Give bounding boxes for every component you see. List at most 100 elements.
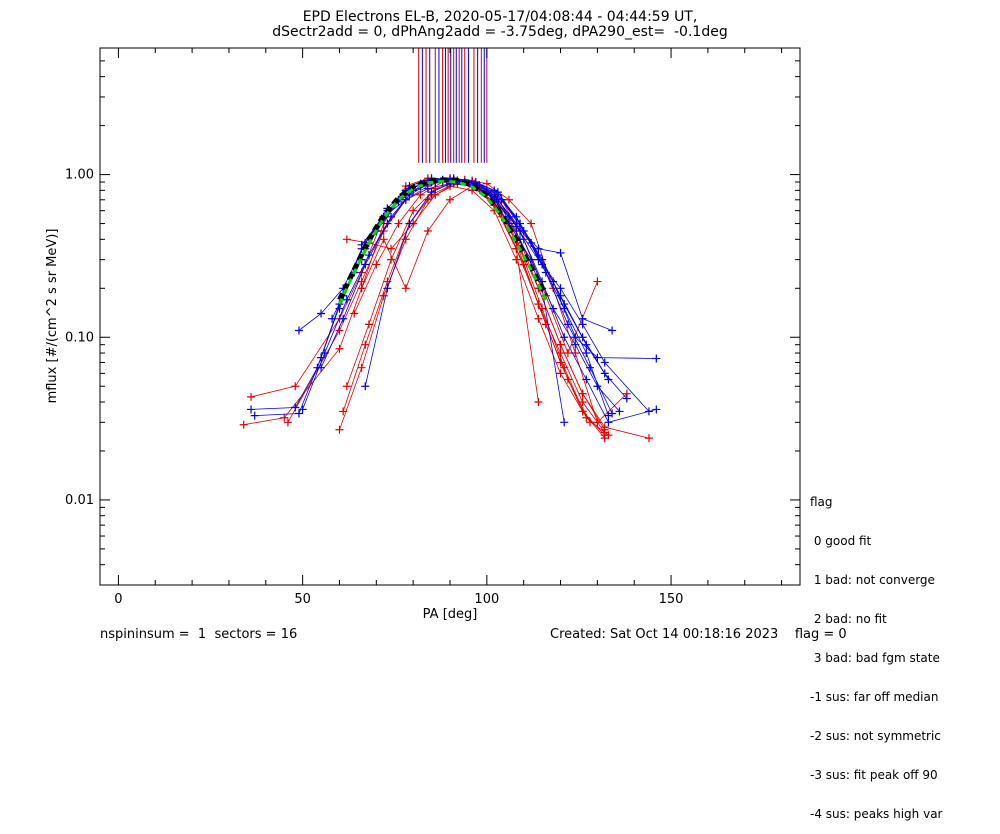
y-axis-label: mflux [#/(cm^2 s sr MeV)] bbox=[45, 229, 60, 404]
blue-data-point bbox=[615, 407, 624, 416]
red-data-point bbox=[357, 284, 366, 293]
blue-data-point bbox=[475, 181, 484, 190]
blue-data-point bbox=[608, 326, 617, 335]
blue-data-point bbox=[291, 403, 300, 412]
red-series-line bbox=[251, 181, 606, 433]
blue-data-point bbox=[571, 333, 580, 342]
red-data-point bbox=[556, 369, 565, 378]
blue-data-point bbox=[604, 375, 613, 384]
y-tick-label: 0.01 bbox=[65, 493, 94, 508]
red-data-point bbox=[563, 375, 572, 384]
red-data-point bbox=[283, 418, 292, 427]
red-data-point bbox=[556, 349, 565, 358]
red-data-point bbox=[527, 219, 536, 228]
blue-data-point bbox=[582, 349, 591, 358]
blue-data-point bbox=[335, 304, 344, 313]
footer-created-info: Created: Sat Oct 14 00:18:16 2023 flag =… bbox=[550, 627, 847, 642]
blue-data-point bbox=[317, 363, 326, 372]
blue-data-point bbox=[383, 284, 392, 293]
red-data-point bbox=[600, 425, 609, 434]
blue-series-line bbox=[331, 179, 620, 412]
red-series-line bbox=[346, 183, 598, 355]
blue-data-point bbox=[600, 358, 609, 367]
red-data-point bbox=[519, 260, 528, 269]
red-data-point bbox=[534, 397, 543, 406]
blue-data-point bbox=[339, 314, 348, 323]
red-data-point bbox=[342, 235, 351, 244]
blue-data-point bbox=[423, 184, 432, 193]
blue-series-line bbox=[298, 177, 609, 416]
blue-data-point bbox=[427, 188, 436, 197]
red-data-point bbox=[239, 420, 248, 429]
red-data-point bbox=[538, 304, 547, 313]
x-tick-label: 0 bbox=[114, 592, 122, 607]
red-data-point bbox=[644, 434, 653, 443]
footer-spin-info: nspininsum = 1 sectors = 16 bbox=[100, 627, 298, 642]
red-data-point bbox=[357, 363, 366, 372]
red-data-point bbox=[401, 284, 410, 293]
red-data-point bbox=[350, 309, 359, 318]
red-data-point bbox=[394, 219, 403, 228]
blue-data-point bbox=[361, 260, 370, 269]
blue-data-point bbox=[383, 219, 392, 228]
blue-data-point bbox=[593, 353, 602, 362]
red-data-point bbox=[291, 382, 300, 391]
y-tick-label: 1.00 bbox=[65, 168, 94, 183]
blue-data-point bbox=[556, 248, 565, 257]
chart-plot: 0 50 100 150 0.01 0.10 1.00 PA [deg] mflux [#/… bbox=[45, 47, 801, 622]
red-data-point bbox=[361, 340, 370, 349]
blue-data-point bbox=[622, 394, 631, 403]
blue-data-point bbox=[247, 405, 256, 414]
blue-data-point bbox=[328, 314, 337, 323]
red-data-point bbox=[504, 195, 513, 204]
legend-item: 3 bad: bad fgm state bbox=[810, 651, 940, 665]
chart-title-line1: EPD Electrons EL-B, 2020-05-17/04:08:44 … bbox=[302, 9, 698, 25]
blue-data-point bbox=[405, 219, 414, 228]
x-tick-label: 100 bbox=[474, 592, 499, 607]
red-data-point bbox=[446, 195, 454, 204]
red-data-point bbox=[379, 235, 388, 244]
blue-data-point bbox=[250, 411, 259, 420]
blue-data-point bbox=[582, 375, 591, 384]
blue-data-point bbox=[556, 284, 565, 293]
x-tick-label: 150 bbox=[659, 592, 684, 607]
black-fit-curve bbox=[337, 177, 549, 301]
blue-data-point bbox=[294, 409, 303, 418]
red-data-point bbox=[556, 358, 565, 367]
red-data-point bbox=[335, 344, 344, 353]
blue-data-point bbox=[516, 227, 524, 236]
red-data-point bbox=[342, 382, 351, 391]
x-tick-label: 50 bbox=[294, 592, 311, 607]
red-data-point bbox=[534, 314, 543, 323]
red-data-point bbox=[409, 206, 418, 215]
blue-data-point bbox=[504, 212, 513, 221]
blue-data-point bbox=[298, 405, 307, 414]
red-data-point bbox=[604, 431, 613, 440]
legend-item: -2 sus: not symmetric bbox=[810, 729, 941, 743]
blue-data-point bbox=[294, 326, 303, 335]
red-data-point bbox=[280, 413, 289, 422]
red-data-point bbox=[593, 418, 602, 427]
blue-data-point bbox=[604, 418, 613, 427]
green-fit-curve bbox=[338, 179, 548, 305]
blue-data-point bbox=[534, 244, 543, 253]
blue-data-point bbox=[527, 238, 536, 247]
blue-data-point bbox=[361, 382, 370, 391]
blue-data-point bbox=[652, 405, 661, 414]
legend-title: flag bbox=[810, 495, 833, 509]
red-data-point bbox=[423, 227, 432, 236]
blue-data-point bbox=[578, 314, 587, 323]
red-data-point bbox=[247, 392, 256, 401]
blue-data-point bbox=[342, 295, 351, 304]
plot-frame bbox=[99, 47, 801, 586]
blue-data-point bbox=[317, 309, 326, 318]
legend-item: 2 bad: no fit bbox=[810, 612, 887, 626]
red-data-point bbox=[512, 255, 521, 264]
legend-item: -3 sus: fit peak off 90 bbox=[810, 768, 938, 782]
legend-item: -4 sus: peaks high var bbox=[810, 807, 943, 821]
legend-item: 1 bad: not converge bbox=[810, 573, 935, 587]
flag-legend: flag 0 good fit 1 bad: not converge 2 ba… bbox=[810, 470, 942, 834]
red-data-point bbox=[335, 425, 344, 434]
blue-data-point bbox=[549, 277, 558, 286]
red-data-point bbox=[578, 389, 587, 398]
